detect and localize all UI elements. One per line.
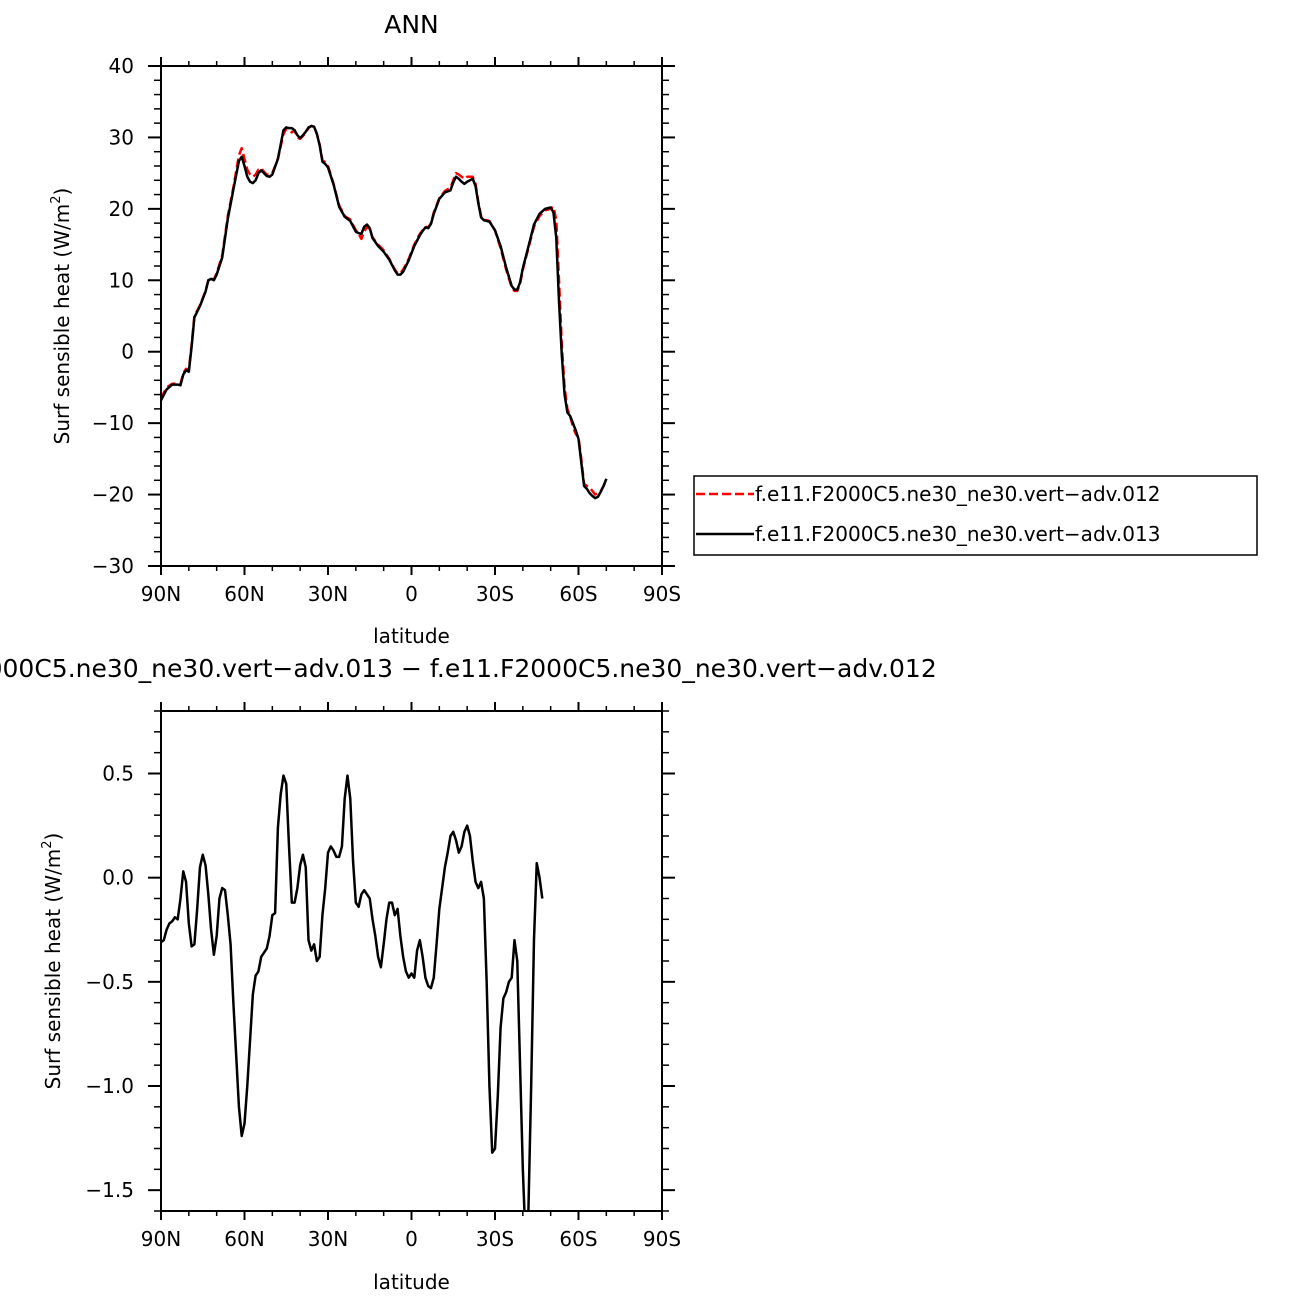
bottom-x-tick-label: 90N [141,1227,181,1251]
bottom-series-line-0 [161,774,544,1211]
bottom-y-tick-label: 0.0 [102,866,134,890]
legend: f.e11.F2000C5.ne30_ne30.vert−adv.012 f.e… [693,475,1258,556]
top-x-tick-label: 30N [308,582,348,606]
top-x-tick-label: 0 [405,582,418,606]
bottom-plot-frame [160,710,663,1212]
bottom-plot-title: f.e11.F2000C5.ne30_ne30.vert−adv.013 − f… [0,654,937,683]
bottom-panel: f.e11.F2000C5.ne30_ne30.vert−adv.013 − f… [0,654,937,1294]
top-y-tick-label: 20 [109,197,134,221]
legend-box [693,475,1258,556]
top-series-group [161,124,608,500]
top-plot-title: ANN [384,10,439,39]
bottom-y-tick-label: 0.5 [102,762,134,786]
bottom-x-tick-label: 60S [559,1227,597,1251]
top-x-tick-label: 60N [224,582,264,606]
bottom-y-tick-label: −0.5 [85,970,134,994]
top-y-tick-label: −10 [92,411,134,435]
top-x-tick-label: 60S [559,582,597,606]
top-y-tick-label: 10 [109,268,134,292]
bottom-x-tick-label: 30N [308,1227,348,1251]
bottom-x-tick-label: 90S [643,1227,681,1251]
bottom-x-tick-label: 60N [224,1227,264,1251]
top-y-tick-label: −30 [92,554,134,578]
top-ticks: 90N 60N 30N 0 30S 60S 90S −30 −20 −10 0 10 20 30 40 [92,54,681,606]
bottom-x-tick-label: 30S [476,1227,514,1251]
top-y-tick-label: 0 [121,340,134,364]
top-x-tick-label: 90S [643,582,681,606]
bottom-y-axis-title: Surf sensible heat (W/m2) [40,833,65,1090]
bottom-series-group [161,774,544,1211]
top-x-tick-label: 30S [476,582,514,606]
top-x-tick-label: 90N [141,582,181,606]
legend-label-013: f.e11.F2000C5.ne30_ne30.vert−adv.013 [755,522,1160,546]
bottom-y-tick-label: −1.5 [85,1178,134,1202]
top-series-line-1 [161,124,608,500]
bottom-ticks: 90N 60N 30N 0 30S 60S 90S −1.5 −1.0 −0.5 0.0 0.5 [85,702,681,1251]
top-panel: ANN 90N 60N 30N 0 30S 60S 90S −30 −20 −10 0 10 20 30 4… [49,10,681,648]
top-y-tick-label: 30 [109,125,134,149]
top-y-tick-label: 40 [109,54,134,78]
bottom-x-tick-label: 0 [405,1227,418,1251]
bottom-y-tick-label: −1.0 [85,1074,134,1098]
top-series-line-0 [161,124,608,496]
top-y-tick-label: −20 [92,483,134,507]
top-y-axis-title: Surf sensible heat (W/m2) [49,188,74,445]
top-x-axis-title: latitude [373,624,450,648]
legend-label-012: f.e11.F2000C5.ne30_ne30.vert−adv.012 [755,482,1160,506]
bottom-x-axis-title: latitude [373,1270,450,1294]
